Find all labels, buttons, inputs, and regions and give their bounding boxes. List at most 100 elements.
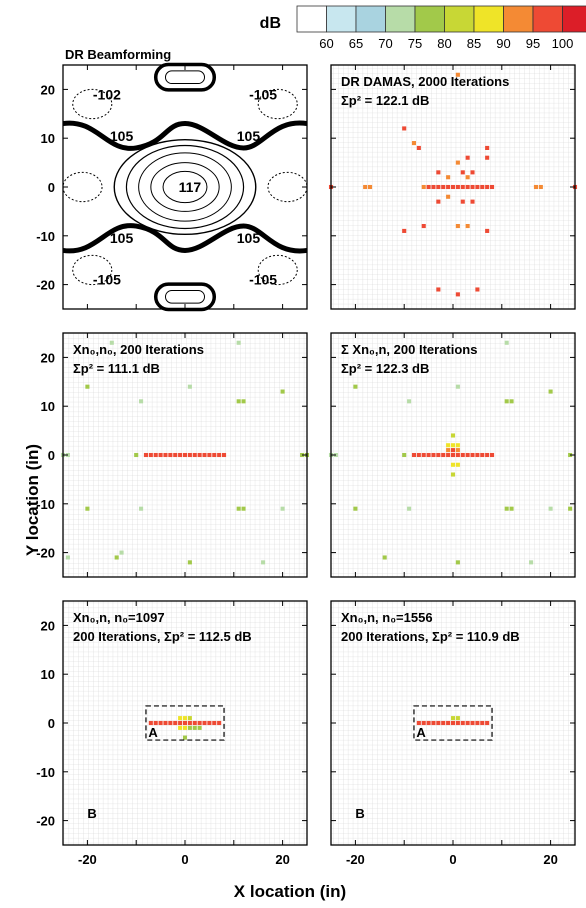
panel-title: Xn₀,n₀, 200 Iterations	[73, 342, 204, 357]
heatmap-cell	[470, 452, 475, 458]
x-tick-label: 0	[181, 852, 188, 867]
heatmap-cell	[426, 452, 431, 458]
panel-title: DR Beamforming	[65, 47, 171, 62]
heatmap-cell	[533, 184, 538, 190]
contour-line	[113, 138, 257, 236]
contour-label: 105	[237, 230, 261, 246]
heatmap-cell	[197, 720, 202, 726]
heatmap-cell	[178, 716, 183, 721]
heatmap-cell	[450, 448, 456, 453]
heatmap-cell	[446, 184, 451, 190]
colorbar-label: dB	[260, 15, 281, 32]
heatmap-cell	[421, 452, 426, 458]
heatmap-cell	[450, 720, 456, 726]
heatmap-cell	[455, 292, 460, 297]
y-tick-label: 10	[41, 131, 55, 146]
heatmap-cell	[202, 720, 207, 726]
heatmap-cell	[158, 452, 163, 458]
heatmap-cell	[460, 199, 465, 204]
heatmap-cell	[455, 462, 460, 467]
y-tick-label: -10	[36, 765, 55, 780]
heatmap-cell	[421, 720, 426, 726]
heatmap-cell	[353, 384, 358, 389]
y-tick-label: 10	[41, 667, 55, 682]
contour-line	[164, 289, 206, 304]
heatmap-cell	[470, 184, 475, 190]
heatmap-cell	[207, 720, 212, 726]
y-tick-label: 20	[41, 618, 55, 633]
heatmap-cell	[153, 452, 158, 458]
heatmap-cell	[168, 720, 173, 726]
heatmap-cell	[212, 452, 217, 458]
heatmap-cell	[455, 224, 460, 229]
colorbar-swatch	[562, 5, 586, 33]
heatmap-cell	[182, 716, 188, 721]
panel-title: Xn₀,n, n₀=1556	[341, 610, 433, 625]
heatmap-cell	[455, 452, 460, 458]
heatmap-cell	[207, 452, 212, 458]
panel-title: Xn₀,n, n₀=1097	[73, 610, 165, 625]
heatmap-cell	[85, 384, 90, 389]
heatmap-cell	[475, 452, 480, 458]
x-axis-label: X location (in)	[234, 882, 346, 901]
heatmap-cell	[236, 340, 241, 345]
colorbar-tick-label: 80	[437, 36, 451, 51]
heatmap-cell	[416, 145, 421, 150]
y-tick-label: -10	[36, 229, 55, 244]
heatmap-cell	[450, 716, 456, 721]
heatmap-cell	[187, 725, 192, 730]
heatmap-cell	[402, 126, 407, 131]
panel-sum-label: 200 Iterations, Σp² = 112.5 dB	[73, 629, 252, 644]
heatmap-cell	[475, 184, 480, 190]
heatmap-cell	[446, 194, 451, 199]
heatmap-cell	[436, 170, 441, 175]
heatmap-cell	[509, 399, 514, 404]
contour-band	[62, 120, 308, 151]
colorbar-tick-label: 90	[496, 36, 510, 51]
region-b-label: B	[355, 806, 364, 821]
heatmap-cell	[426, 720, 431, 726]
heatmap-cell	[455, 716, 460, 721]
heatmap-cell	[85, 506, 90, 511]
heatmap-cell	[450, 462, 456, 467]
heatmap-cell	[460, 170, 465, 175]
heatmap-cell	[163, 720, 168, 726]
heatmap-cell	[163, 452, 168, 458]
panel-sum-label: Σp² = 122.1 dB	[341, 93, 429, 108]
region-b-label: B	[87, 806, 96, 821]
colorbar-swatch	[503, 5, 534, 33]
y-tick-label: 20	[41, 350, 55, 365]
contour-band	[62, 223, 308, 254]
heatmap-cell	[460, 720, 465, 726]
heatmap-cell	[470, 199, 475, 204]
x-tick-label: 20	[275, 852, 289, 867]
heatmap-cell	[416, 720, 421, 726]
heatmap-cell	[236, 399, 241, 404]
heatmap-cell	[475, 287, 480, 292]
heatmap-cell	[153, 720, 158, 726]
heatmap-cell	[217, 452, 222, 458]
heatmap-cell	[460, 452, 465, 458]
heatmap-cell	[197, 725, 202, 730]
heatmap-cell	[446, 175, 451, 180]
region-a-label: A	[416, 725, 426, 740]
heatmap-cell	[470, 170, 475, 175]
heatmap-cell	[411, 141, 416, 146]
heatmap-cell	[509, 506, 514, 511]
chart-panel-3: Xn₀,n₀, 200 Iterations Σp² = 111.1 dB 20 10…	[36, 332, 310, 578]
colorbar-tick-label: 95	[526, 36, 540, 51]
heatmap-cell	[426, 184, 431, 190]
heatmap-cell	[143, 452, 148, 458]
heatmap-cell	[455, 160, 460, 165]
contour-label: -102	[93, 86, 121, 102]
x-tick-label: 20	[543, 852, 557, 867]
colorbar-swatch	[414, 5, 445, 33]
contour-line-dotted	[72, 254, 113, 286]
heatmap-cell	[436, 199, 441, 204]
heatmap-cell	[182, 735, 188, 740]
heatmap-cell	[261, 560, 266, 565]
colorbar-swatch	[326, 5, 357, 33]
y-tick-label: -20	[36, 814, 55, 829]
heatmap-cell	[441, 184, 446, 190]
heatmap-cell	[182, 725, 188, 730]
